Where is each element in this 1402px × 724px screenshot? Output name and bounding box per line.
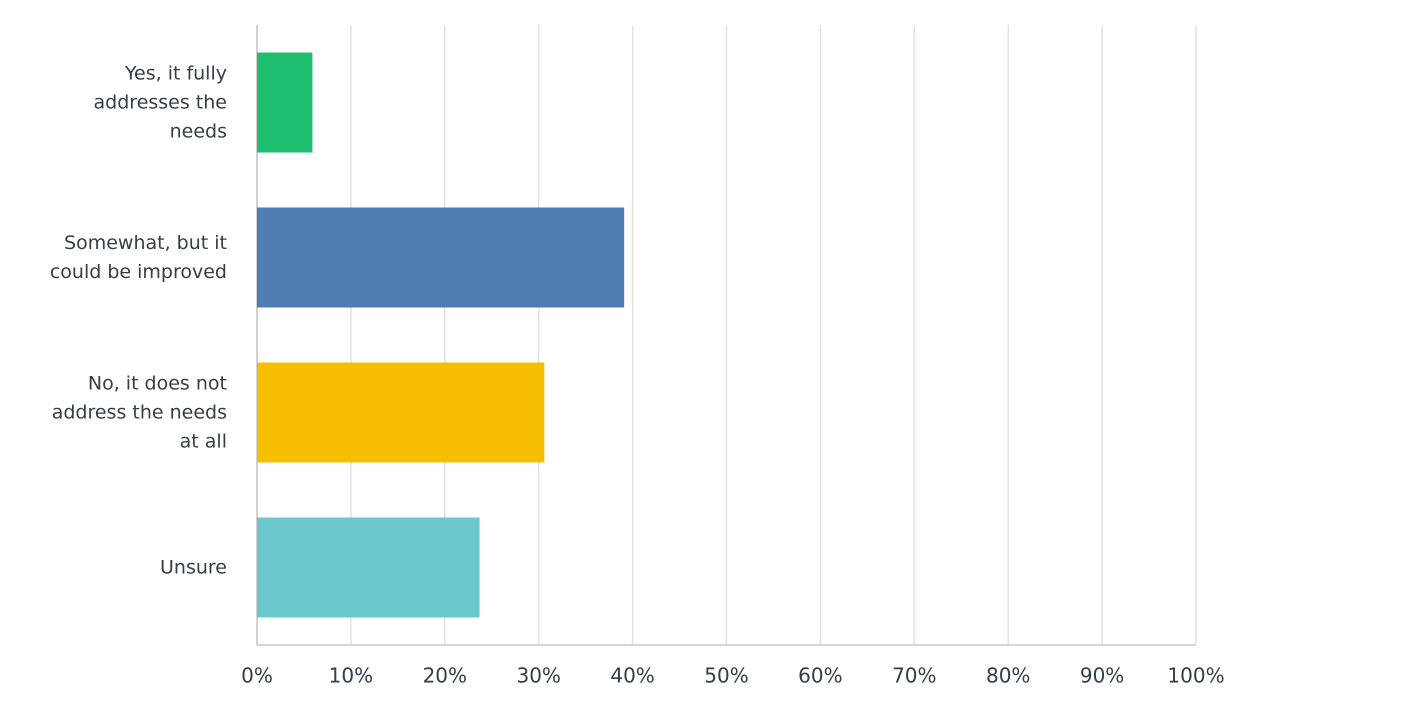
bar: [257, 517, 480, 618]
x-tick-label: 70%: [892, 664, 936, 688]
y-tick-label: Somewhat, but it could be improved: [49, 231, 227, 283]
bar: [257, 362, 545, 463]
x-tick-label: 10%: [329, 664, 373, 688]
y-tick-label: No, it does not address the needs at all: [51, 372, 227, 452]
bar: [257, 52, 313, 153]
y-tick-label: Yes, it fully addresses the needs: [93, 62, 227, 142]
bar: [257, 207, 625, 308]
x-tick-label: 90%: [1080, 664, 1124, 688]
x-tick-label: 50%: [704, 664, 748, 688]
x-tick-label: 60%: [798, 664, 842, 688]
x-tick-label: 80%: [986, 664, 1030, 688]
y-tick-label: Unsure: [160, 556, 227, 578]
x-tick-label: 40%: [610, 664, 654, 688]
x-tick-label: 30%: [516, 664, 560, 688]
x-tick-label: 20%: [423, 664, 467, 688]
x-tick-label: 100%: [1167, 664, 1224, 688]
x-tick-label: 0%: [241, 664, 273, 688]
